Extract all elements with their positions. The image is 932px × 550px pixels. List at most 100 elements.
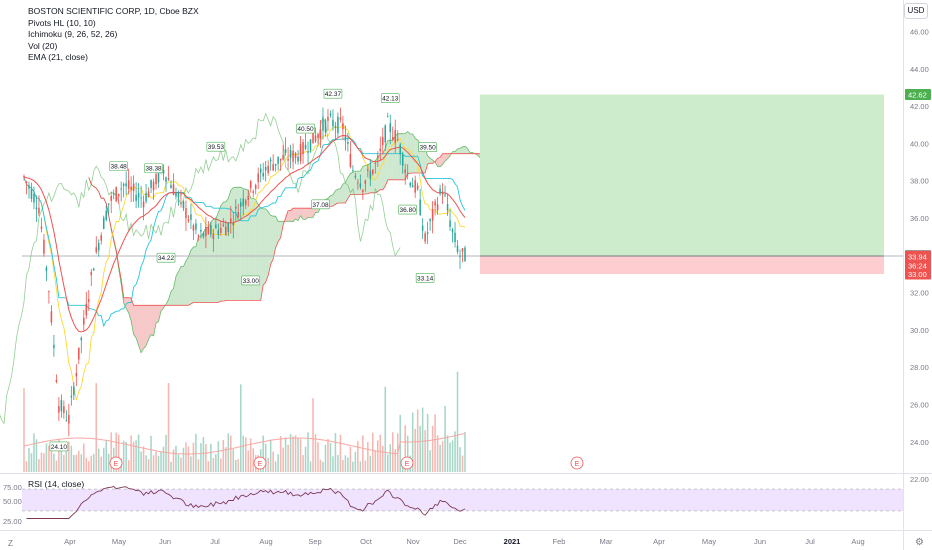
profit-target-zone[interactable] bbox=[480, 94, 884, 257]
volume-bar bbox=[384, 386, 387, 472]
time-axis-label[interactable]: Aug bbox=[851, 537, 864, 546]
time-axis-label[interactable]: Nov bbox=[406, 537, 420, 546]
stop-loss-zone[interactable] bbox=[480, 256, 884, 274]
volume-bar bbox=[416, 409, 419, 472]
candle-body bbox=[254, 184, 257, 190]
cloud-segment bbox=[415, 138, 418, 174]
cloud-segment bbox=[305, 208, 309, 220]
candle-body bbox=[279, 158, 282, 161]
candle-body bbox=[53, 344, 55, 349]
indicator-ema[interactable]: EMA (21, close) bbox=[28, 52, 88, 62]
candle-body bbox=[190, 214, 192, 220]
time-axis[interactable]: Apr May Jun Jul Aug Sep Oct Nov Dec 2021 Feb Mar Apr… bbox=[64, 537, 865, 546]
cloud-segment bbox=[308, 208, 311, 218]
indicator-ichimoku[interactable]: Ichimoku (9, 26, 52, 26) bbox=[28, 29, 118, 39]
volume-bar bbox=[342, 459, 344, 472]
volume-bar bbox=[451, 440, 454, 472]
candle-body bbox=[461, 248, 464, 252]
time-axis-label[interactable]: Jun bbox=[754, 537, 766, 546]
time-axis-label[interactable]: Jun bbox=[159, 537, 171, 546]
candle-body bbox=[172, 184, 175, 195]
cloud-segment bbox=[265, 208, 269, 283]
zoom-reset-button[interactable]: Z bbox=[8, 539, 13, 548]
time-axis-label[interactable]: Feb bbox=[553, 537, 566, 546]
volume-bar bbox=[75, 454, 78, 472]
ema-line bbox=[23, 134, 466, 333]
cloud-segment bbox=[198, 236, 201, 303]
time-axis-label[interactable]: Apr bbox=[64, 537, 76, 546]
volume-bar bbox=[436, 435, 439, 472]
cloud-segment bbox=[230, 187, 234, 301]
indicator-volume[interactable]: Vol (20) bbox=[28, 40, 58, 51]
price-axis-tick: 24.00 bbox=[910, 438, 929, 447]
cloud-segment bbox=[180, 266, 184, 306]
time-axis-label[interactable]: Aug bbox=[259, 537, 272, 546]
volume-bar bbox=[284, 437, 287, 472]
earnings-marker[interactable] bbox=[109, 456, 123, 470]
cloud-segment bbox=[233, 187, 236, 301]
candle-body bbox=[225, 226, 227, 236]
earnings-marker[interactable] bbox=[253, 456, 267, 470]
candle-body bbox=[175, 192, 177, 197]
cloud-segment bbox=[273, 216, 276, 259]
volume-bar bbox=[182, 447, 185, 472]
volume-bar bbox=[324, 444, 327, 472]
volume-bar bbox=[379, 434, 382, 472]
candle-body bbox=[130, 186, 132, 191]
volume-bar bbox=[449, 442, 451, 472]
time-axis-label[interactable]: Jul bbox=[805, 537, 815, 546]
volume-bar bbox=[90, 455, 93, 472]
position-zones[interactable] bbox=[22, 94, 903, 274]
indicator-pivots[interactable]: Pivots HL (10, 10) bbox=[28, 17, 96, 28]
candle-body bbox=[359, 183, 362, 188]
rsi-indicator-label[interactable]: RSI (14, close) bbox=[28, 479, 85, 489]
time-axis-label[interactable]: Apr bbox=[653, 537, 665, 546]
volume-bar bbox=[53, 453, 55, 472]
volume-bar bbox=[279, 436, 282, 472]
cloud-segment bbox=[303, 208, 306, 220]
lagging-span bbox=[0, 112, 401, 425]
volume-bar bbox=[389, 444, 392, 472]
time-axis-label[interactable]: Dec bbox=[453, 537, 467, 546]
volume-bar bbox=[85, 457, 88, 472]
volume-bar bbox=[225, 447, 227, 472]
conversion-line bbox=[23, 122, 466, 401]
volume-bar bbox=[349, 446, 352, 472]
earnings-marker[interactable] bbox=[400, 456, 414, 470]
volume-bar bbox=[456, 371, 459, 472]
candle-body bbox=[100, 235, 103, 241]
cloud-segment bbox=[253, 198, 256, 301]
candle-body bbox=[292, 150, 294, 162]
time-axis-label[interactable]: May bbox=[702, 537, 716, 546]
volume-bar bbox=[157, 456, 160, 472]
cloud-segment bbox=[437, 157, 441, 167]
symbol-title[interactable]: BOSTON SCIENTIFIC CORP, 1D, Cboe BZX bbox=[28, 6, 199, 16]
candle-body bbox=[227, 223, 230, 233]
volume-bar bbox=[252, 448, 254, 472]
volume-bar bbox=[197, 459, 200, 472]
currency-button[interactable]: USD bbox=[904, 3, 928, 19]
time-axis-label[interactable]: Jul bbox=[210, 537, 220, 546]
volume-bar bbox=[107, 453, 110, 472]
time-axis-label[interactable]: 2021 bbox=[504, 537, 521, 546]
time-axis-label[interactable]: Mar bbox=[600, 537, 613, 546]
time-axis-label[interactable]: Sep bbox=[308, 537, 321, 546]
candle-body bbox=[90, 271, 93, 276]
candle-body bbox=[242, 198, 245, 207]
cloud-segment bbox=[185, 257, 189, 306]
candle-body bbox=[369, 170, 372, 180]
candle-body bbox=[73, 386, 75, 396]
time-axis-label[interactable]: Oct bbox=[360, 537, 373, 546]
cloud-segment bbox=[228, 190, 231, 301]
gear-icon[interactable]: ⚙ bbox=[915, 537, 924, 548]
pivot-label: 36.80 bbox=[400, 207, 417, 214]
candle-body bbox=[122, 183, 125, 186]
price-axis-tick: 28.00 bbox=[910, 363, 929, 372]
time-axis-label[interactable]: May bbox=[112, 537, 126, 546]
earnings-marker[interactable] bbox=[570, 456, 584, 470]
volume-bar bbox=[294, 435, 297, 472]
cloud-segment bbox=[173, 276, 176, 306]
cloud-segment bbox=[268, 211, 271, 276]
